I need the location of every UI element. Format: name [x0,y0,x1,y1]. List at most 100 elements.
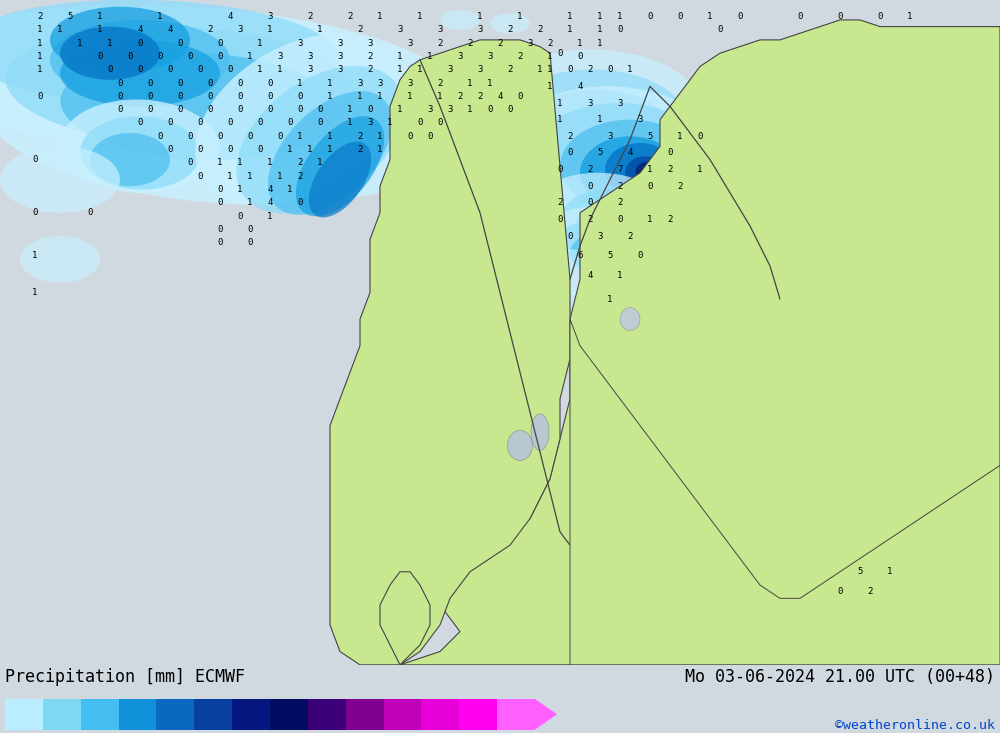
Text: 0: 0 [797,12,803,21]
Ellipse shape [620,307,640,331]
Text: 0: 0 [647,182,653,191]
Text: 0: 0 [267,106,273,114]
Text: 1: 1 [37,26,43,34]
Text: 1: 1 [417,65,423,74]
Text: 5: 5 [67,12,73,21]
Text: 2: 2 [547,39,553,48]
Ellipse shape [50,20,230,100]
Text: 2: 2 [567,132,573,141]
Text: 0: 0 [137,65,143,74]
Text: 1: 1 [647,165,653,174]
Text: 1: 1 [397,106,403,114]
Text: Precipitation [mm] ECMWF: Precipitation [mm] ECMWF [5,668,245,686]
Text: 0: 0 [717,26,723,34]
Text: 4: 4 [627,148,633,158]
Text: 1: 1 [327,145,333,154]
Polygon shape [535,699,557,729]
Text: 2: 2 [667,215,673,224]
Ellipse shape [530,103,710,216]
Ellipse shape [845,545,915,585]
Text: 0: 0 [567,148,573,158]
Text: 1: 1 [547,65,553,74]
Text: 1: 1 [377,145,383,154]
Text: 3: 3 [397,26,403,34]
Text: 1: 1 [157,12,163,21]
Text: 1: 1 [327,92,333,101]
Text: 2: 2 [557,198,563,207]
Text: 1: 1 [407,92,413,101]
Text: 4: 4 [267,185,273,194]
Text: 0: 0 [237,106,243,114]
Text: 1: 1 [617,271,623,281]
Text: 1: 1 [217,158,223,167]
Text: 3: 3 [267,12,273,21]
Text: 0: 0 [197,65,203,74]
Text: 1: 1 [487,78,493,88]
Text: 3: 3 [447,106,453,114]
Text: 1: 1 [537,65,543,74]
Text: 2: 2 [347,12,353,21]
Text: 0: 0 [167,145,173,154]
Ellipse shape [531,414,549,450]
Text: 1: 1 [597,26,603,34]
Ellipse shape [20,236,100,282]
Text: 0: 0 [247,238,253,247]
Text: 1: 1 [37,65,43,74]
Ellipse shape [735,232,805,273]
Text: 1: 1 [32,251,38,260]
Text: Mo 03-06-2024 21.00 UTC (00+48): Mo 03-06-2024 21.00 UTC (00+48) [685,668,995,686]
Text: 0: 0 [37,92,43,101]
Text: 1: 1 [237,185,243,194]
Ellipse shape [60,53,340,160]
Text: 1: 1 [97,26,103,34]
Bar [421,699,459,729]
Text: 1: 1 [677,132,683,141]
Text: 0: 0 [367,106,373,114]
Text: 1: 1 [37,39,43,48]
Text: 0: 0 [557,48,563,58]
Text: 3: 3 [527,39,533,48]
Text: 0: 0 [617,215,623,224]
Text: 0: 0 [157,52,163,61]
Text: 2: 2 [627,232,633,240]
Text: 0: 0 [567,232,573,240]
Text: 1: 1 [347,119,353,128]
Text: 2: 2 [677,182,683,191]
Text: 1: 1 [707,12,713,21]
Ellipse shape [309,141,371,218]
Text: 0: 0 [297,198,303,207]
Text: 0: 0 [247,132,253,141]
Text: 0: 0 [217,52,223,61]
Text: 5: 5 [597,148,603,158]
Text: 3: 3 [427,106,433,114]
Text: 0: 0 [167,119,173,128]
Text: 0: 0 [107,65,113,74]
Text: 2: 2 [357,145,363,154]
Ellipse shape [605,143,675,196]
Polygon shape [400,20,1000,665]
Text: 2: 2 [367,52,373,61]
Text: 1: 1 [277,65,283,74]
Text: 1: 1 [267,158,273,167]
Text: 0: 0 [207,92,213,101]
Text: 1: 1 [377,92,383,101]
Text: 1: 1 [377,12,383,21]
Text: 3: 3 [367,119,373,128]
Text: 1: 1 [277,172,283,180]
Text: 0: 0 [117,78,123,88]
Ellipse shape [195,34,405,206]
Text: 3: 3 [637,115,643,124]
Text: 1: 1 [427,52,433,61]
Ellipse shape [590,269,650,303]
Bar [497,699,535,729]
Ellipse shape [60,40,220,106]
Text: 0: 0 [187,132,193,141]
Bar [119,699,156,729]
Text: 2: 2 [617,182,623,191]
Text: 1: 1 [557,98,563,108]
Text: 1: 1 [437,92,443,101]
Ellipse shape [695,139,745,166]
Text: 3: 3 [407,78,413,88]
Ellipse shape [0,0,340,107]
Text: 0: 0 [487,106,493,114]
